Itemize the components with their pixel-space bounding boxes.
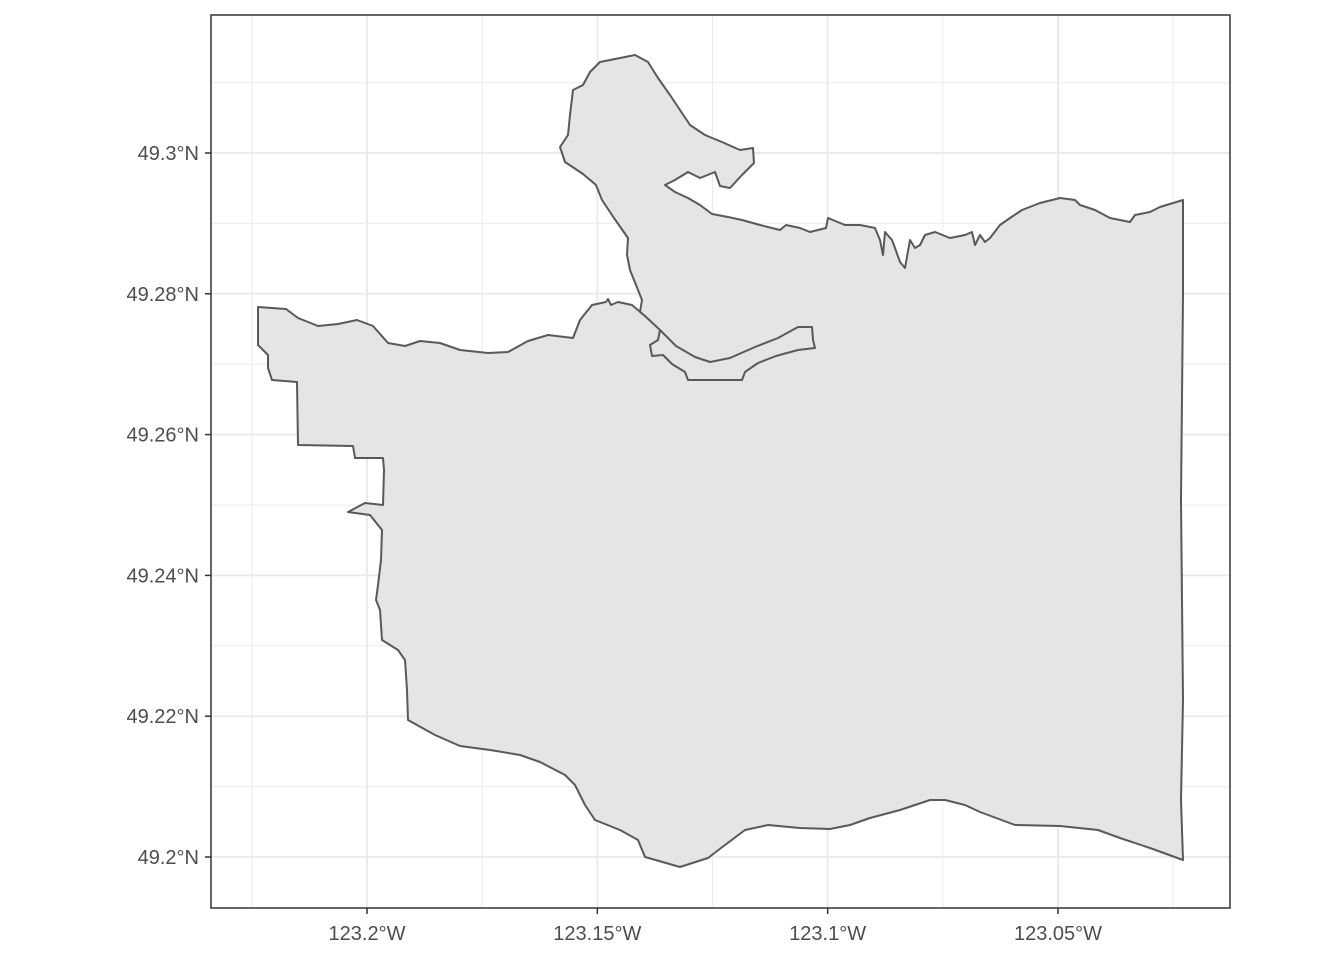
y-tick-label: 49.28°N: [127, 284, 200, 306]
y-tick-label: 49.22°N: [127, 706, 200, 728]
y-axis: 49.2°N 49.22°N 49.24°N 49.26°N 49.28°N 49.3°N: [127, 143, 211, 869]
x-tick-label: 123.1°W: [789, 923, 866, 945]
y-tick-label: 49.26°N: [127, 425, 200, 447]
x-tick-label: 123.15°W: [553, 923, 641, 945]
y-tick-label: 49.24°N: [127, 565, 200, 587]
panel-border: [210, 14, 1231, 909]
x-tick-label: 123.05°W: [1014, 923, 1102, 945]
x-axis: 123.2°W 123.15°W 123.1°W 123.05°W: [329, 908, 1102, 945]
y-tick-label: 49.3°N: [138, 143, 199, 165]
vancouver-boundary: [257, 54, 1184, 868]
x-tick-label: 123.2°W: [329, 923, 406, 945]
y-tick-label: 49.2°N: [138, 847, 199, 869]
